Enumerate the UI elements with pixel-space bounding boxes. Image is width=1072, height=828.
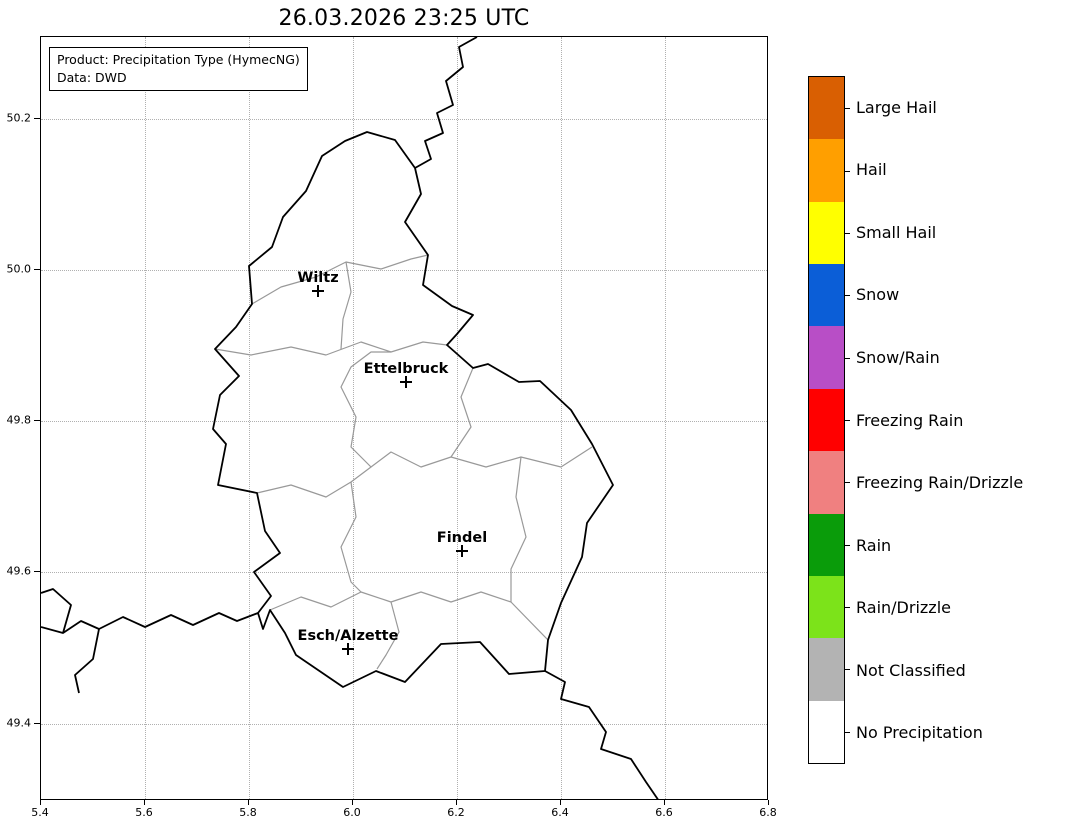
y-tick-label: 49.8 (6, 413, 32, 427)
legend-label: Snow (856, 285, 900, 305)
legend-swatch-hail (809, 139, 850, 202)
legend-swatch-freezing-rain-drizzle (809, 451, 850, 514)
legend-swatch-not-classified (809, 638, 850, 701)
legend-swatch-snow (809, 264, 850, 327)
city-label: Findel (436, 530, 488, 546)
y-tick-label: 49.6 (6, 564, 32, 578)
y-tick-label: 50.0 (6, 262, 32, 276)
belgium-france-border (41, 612, 259, 634)
legend-swatch-no-precipitation (809, 700, 850, 763)
legend-swatch-freezing-rain (809, 388, 850, 452)
legend-label: Small Hail (856, 222, 937, 242)
legend-swatch-snow-rain (809, 326, 850, 389)
legend-swatch-rain-drizzle (809, 575, 850, 639)
country-borders (41, 37, 659, 799)
x-tick-label: 6.8 (759, 806, 777, 819)
map-title: 26.03.2026 23:25 UTC (278, 6, 530, 31)
x-tick-label: 6.2 (447, 806, 465, 819)
legend-label: Not Classified (856, 660, 966, 680)
x-tick-label: 5.8 (239, 806, 257, 819)
plus-marker-icon (400, 376, 412, 388)
x-tick-label: 6.4 (551, 806, 569, 819)
plus-marker-icon (312, 285, 324, 297)
x-tick-label: 5.6 (135, 806, 153, 819)
border-detail-2 (41, 588, 72, 634)
data-source-label: Data: DWD (57, 69, 127, 85)
map-plot: Product: Precipitation Type (HymecNG) Da… (40, 36, 768, 800)
city-label: Wiltz (297, 270, 339, 286)
legend-label: Large Hail (856, 97, 937, 117)
legend-labels: Large Hail Hail Small Hail Snow Snow/Rai… (856, 76, 1072, 764)
product-label: Product: Precipitation Type (HymecNG) (57, 52, 300, 67)
border-detail-1 (74, 628, 100, 694)
plus-marker-icon (456, 545, 468, 557)
city-label: Ettelbruck (363, 361, 449, 377)
x-tick-label: 5.4 (31, 806, 49, 819)
product-info-box: Product: Precipitation Type (HymecNG) Da… (49, 47, 308, 91)
legend-swatch-rain (809, 513, 850, 576)
legend-label: Rain/Drizzle (856, 598, 951, 618)
legend-label: Snow/Rain (856, 347, 940, 367)
legend-label: Rain (856, 535, 892, 555)
belgium-germany-border (414, 37, 478, 169)
district-borders (214, 254, 593, 670)
legend-label: Freezing Rain (856, 410, 964, 430)
france-germany-border (544, 670, 659, 799)
legend-colorbar (808, 76, 850, 764)
y-tick-label: 49.4 (6, 716, 32, 730)
legend-label: Freezing Rain/Drizzle (856, 473, 1024, 493)
map-borders (41, 37, 659, 799)
x-tick-label: 6.0 (343, 806, 361, 819)
legend-swatch-small-hail (809, 201, 850, 265)
legend-label: No Precipitation (856, 723, 983, 743)
y-tick-label: 50.2 (6, 111, 32, 125)
plus-marker-icon (342, 643, 354, 655)
x-tick-label: 6.6 (655, 806, 673, 819)
legend-label: Hail (856, 160, 887, 180)
city-label: Esch/Alzette (297, 628, 399, 644)
legend-swatch-large-hail (809, 77, 850, 140)
luxembourg-border (212, 131, 614, 688)
